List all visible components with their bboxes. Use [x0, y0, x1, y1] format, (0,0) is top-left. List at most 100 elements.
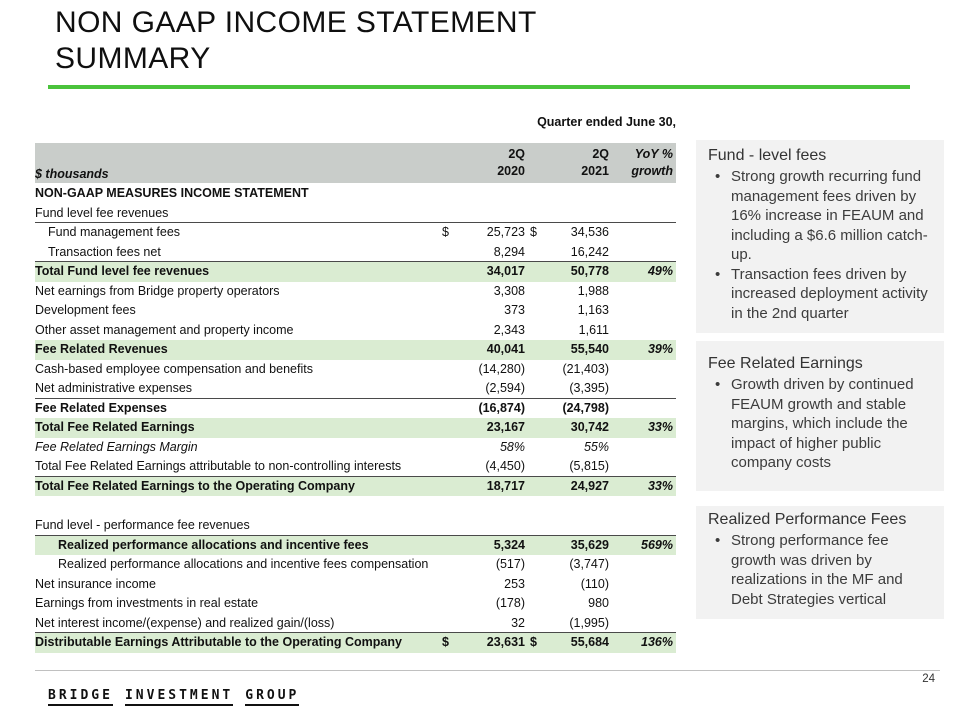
currency-symbol: $ [530, 635, 537, 649]
note-bullet-list: Growth driven by continued FEAUM growth … [708, 375, 932, 473]
footer-divider [35, 670, 940, 671]
value-2q2021: 55,540 [570, 342, 609, 356]
column-header-line: 2021 [581, 164, 609, 178]
value-2q2021: (1,995) [569, 615, 609, 630]
logo-word: GROUP [245, 688, 300, 706]
table-row: Fund management fees $25,723 $34,536 [35, 223, 676, 243]
page-title-line2: SUMMARY [55, 42, 211, 75]
table-row: Development fees 373 1,163 [35, 301, 676, 321]
row-label: Realized performance allocations and inc… [58, 537, 369, 552]
note-box-title: Fee Related Earnings [708, 355, 863, 372]
quarter-header: Quarter ended June 30, [537, 115, 676, 129]
table-row: Total Fee Related Earnings attributable … [35, 457, 676, 477]
row-label: Total Fund level fee revenues [35, 264, 210, 278]
value-2q2020 [440, 516, 528, 535]
currency-amount: 55,684 [570, 635, 609, 649]
column-header-yoy: YoY % growth [612, 146, 676, 180]
value-yoy [612, 301, 676, 321]
row-label: Total Fee Related Earnings [35, 420, 195, 434]
row-label: Other asset management and property inco… [35, 322, 294, 337]
value-yoy: 39% [647, 342, 673, 356]
row-label: Earnings from investments in real estate [35, 596, 259, 610]
value-yoy [612, 575, 676, 595]
column-header-line: YoY % [634, 147, 673, 161]
value-2q2021: $55,684 [528, 633, 612, 653]
row-label: Realized performance allocations and inc… [58, 557, 429, 571]
sidebar: Fund - level fees Strong growth recurring… [696, 0, 944, 720]
value-2q2021: 1,163 [577, 303, 609, 317]
value-2q2020: (14,280) [478, 361, 525, 376]
table-row: Transaction fees net 8,294 16,242 [35, 243, 676, 262]
value-2q2021: 55% [583, 439, 609, 454]
value-2q2020: (517) [495, 557, 525, 571]
value-yoy [612, 282, 676, 302]
row-label: Fee Related Earnings Margin [35, 439, 198, 454]
value-yoy [612, 379, 676, 398]
value-2q2020: 34,017 [486, 264, 525, 278]
value-2q2021: (110) [580, 576, 609, 591]
value-2q2021: (24,798) [562, 400, 609, 415]
page-title-line1: NON GAAP INCOME STATEMENT [55, 6, 537, 39]
value-2q2020: 253 [504, 576, 525, 591]
column-header-line: growth [631, 164, 673, 178]
currency-symbol: $ [442, 635, 449, 649]
value-2q2021: 50,778 [570, 264, 609, 278]
currency-amount: 23,631 [486, 635, 525, 649]
row-label: Net interest income/(expense) and realiz… [35, 615, 335, 630]
table-row: Total Fee Related Earnings to the Operat… [35, 476, 676, 496]
note-bullet: Transaction fees driven by increased dep… [708, 265, 932, 324]
title-underline [48, 85, 910, 89]
table-row: Cash-based employee compensation and ben… [35, 360, 676, 380]
row-label: Cash-based employee compensation and ben… [35, 361, 313, 376]
value-2q2020: $23,631 [440, 633, 528, 653]
value-2q2021: 1,988 [577, 283, 609, 298]
value-yoy: 136% [641, 635, 673, 649]
table-row: Fee Related Revenues 40,041 55,540 39% [35, 340, 676, 360]
note-box: Fee Related Earnings Growth driven by con… [696, 341, 944, 491]
column-header-2q2020: 2Q 2020 [440, 146, 528, 180]
table-row: Net insurance income 253 (110) [35, 575, 676, 595]
value-2q2021: 30,742 [570, 420, 609, 434]
value-2q2020: 40,041 [486, 342, 525, 356]
value-2q2021: 1,611 [578, 322, 609, 337]
column-header-line: 2020 [497, 164, 525, 178]
value-yoy [612, 516, 676, 535]
note-bullet: Strong performance fee growth was driven… [708, 531, 932, 609]
row-label: Fee Related Expenses [35, 400, 168, 415]
page-number: 24 [922, 673, 935, 685]
row-label: Development fees [35, 303, 136, 317]
value-2q2020: 3,308 [493, 283, 525, 298]
table-row: Realized performance allocations and inc… [35, 555, 676, 575]
value-2q2020: 58% [499, 439, 525, 454]
value-2q2021 [528, 204, 612, 223]
column-header-line: 2Q [508, 147, 525, 161]
table-row: Total Fee Related Earnings 23,167 30,742 33… [35, 418, 676, 438]
value-yoy: 49% [647, 264, 673, 278]
value-yoy [612, 399, 676, 419]
value-yoy [612, 438, 676, 458]
value-2q2020: (4,450) [485, 459, 525, 473]
brand-logo: BRIDGE INVESTMENT GROUP [48, 686, 311, 706]
note-bullet-list: Strong performance fee growth was driven… [708, 531, 932, 609]
value-yoy [612, 457, 676, 476]
table-spacer [35, 496, 676, 516]
table-row: Fund level fee revenues [35, 204, 676, 223]
table-row: Distributable Earnings Attributable to t… [35, 633, 676, 653]
currency-amount: 25,723 [486, 225, 525, 239]
unit-label: $ thousands [35, 167, 109, 181]
value-2q2020: 373 [504, 303, 525, 317]
table-header-band: $ thousands 2Q 2020 2Q 2021 YoY % growth [35, 143, 676, 183]
value-2q2021: (3,395) [569, 381, 609, 395]
value-2q2021 [528, 516, 612, 535]
column-header-line: 2Q [592, 147, 609, 161]
value-yoy [612, 184, 676, 204]
value-2q2020: 8,294 [493, 244, 525, 259]
currency-symbol: $ [530, 225, 537, 239]
row-label: Net insurance income [35, 576, 156, 591]
row-label: Fund level fee revenues [35, 205, 169, 220]
logo-word: INVESTMENT [124, 688, 234, 706]
table-row: Total Fund level fee revenues 34,017 50,77… [35, 262, 676, 282]
value-2q2020: (16,874) [478, 400, 525, 415]
table-row: Net earnings from Bridge property operat… [35, 282, 676, 302]
value-2q2020: 23,167 [486, 420, 525, 434]
